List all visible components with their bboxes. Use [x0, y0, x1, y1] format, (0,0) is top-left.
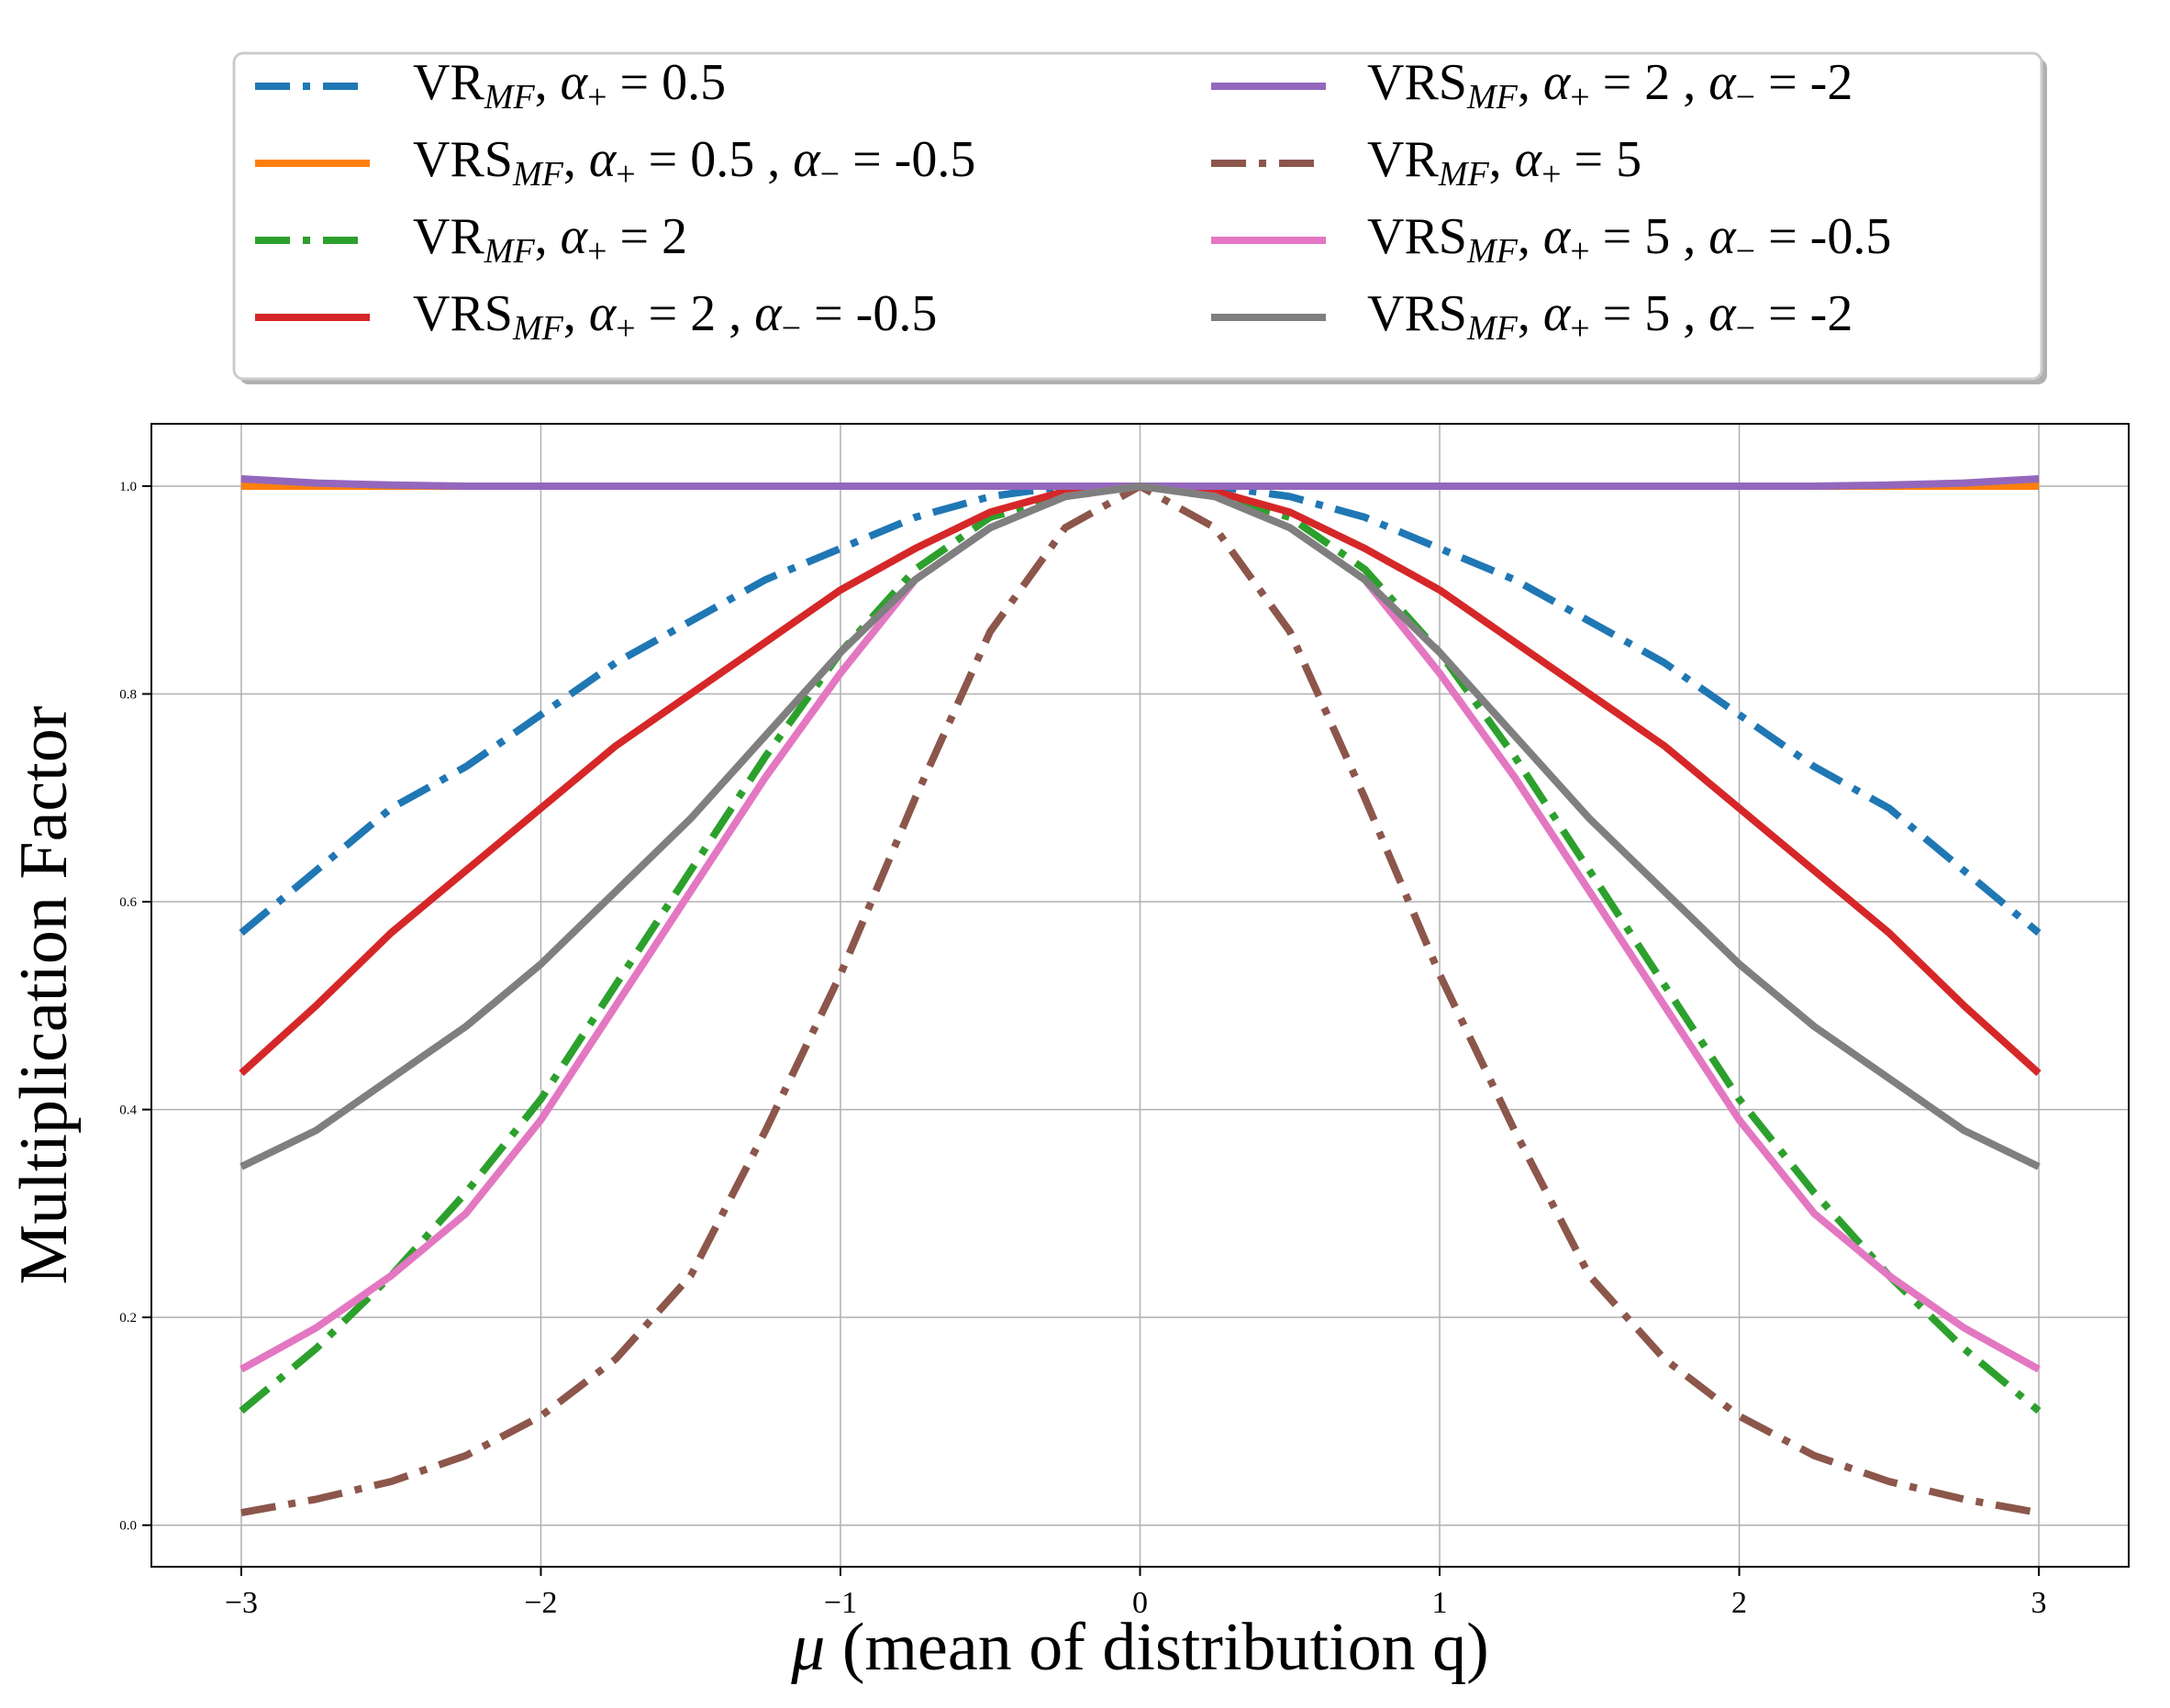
x-axis-label-text: (mean of distribution q)	[825, 1610, 1488, 1685]
legend-label-1: VRMF, α+ = 0.5	[413, 54, 726, 116]
x-axis: −3 −2 −1 0 1 2 3	[225, 1567, 2047, 1620]
x-tick-label: −2	[524, 1586, 557, 1620]
grid	[151, 424, 2129, 1567]
y-tick-label: 0.8	[119, 688, 137, 703]
x-axis-label-symbol: μ	[790, 1610, 825, 1685]
x-axis-label: μ (mean of distribution q)	[790, 1610, 1489, 1685]
legend-label-6: VRMF, α+ = 5	[1367, 131, 1641, 194]
series-line-8	[239, 482, 2041, 1170]
x-tick-label: 0	[1132, 1586, 1148, 1620]
series-line-3	[239, 482, 2042, 1414]
legend: VRMF, α+ = 0.5 VRSMF, α+ = 0.5 , α− = -0.…	[232, 51, 2047, 384]
x-tick-label: 3	[2031, 1586, 2047, 1620]
legend-label-8: VRSMF, α+ = 5 , α− = -2	[1367, 285, 1853, 348]
y-tick-label: 0.2	[119, 1311, 137, 1325]
y-tick-label: 0.0	[119, 1519, 137, 1534]
legend-label-3: VRMF, α+ = 2	[413, 208, 687, 271]
legend-label-7: VRSMF, α+ = 5 , α− = -0.5	[1367, 208, 1891, 271]
y-axis: 0.0 0.2 0.4 0.6 0.8 1.0	[119, 480, 151, 1534]
x-tick-label: 1	[1432, 1586, 1448, 1620]
y-tick-label: 0.4	[119, 1104, 137, 1118]
legend-box	[232, 51, 2043, 381]
legend-label-5: VRSMF, α+ = 2 , α− = -2	[1367, 54, 1853, 116]
x-tick-label: −1	[824, 1586, 857, 1620]
x-tick-label: −3	[225, 1586, 258, 1620]
y-tick-label: 1.0	[119, 480, 137, 494]
legend-label-4: VRSMF, α+ = 2 , α− = -0.5	[413, 285, 937, 348]
series-group	[239, 475, 2042, 1517]
legend-label-2: VRSMF, α+ = 0.5 , α− = -0.5	[413, 131, 975, 194]
y-tick-label: 0.6	[119, 895, 137, 910]
y-axis-label: Multiplication Factor	[6, 706, 82, 1285]
x-tick-label: 2	[1731, 1586, 1747, 1620]
